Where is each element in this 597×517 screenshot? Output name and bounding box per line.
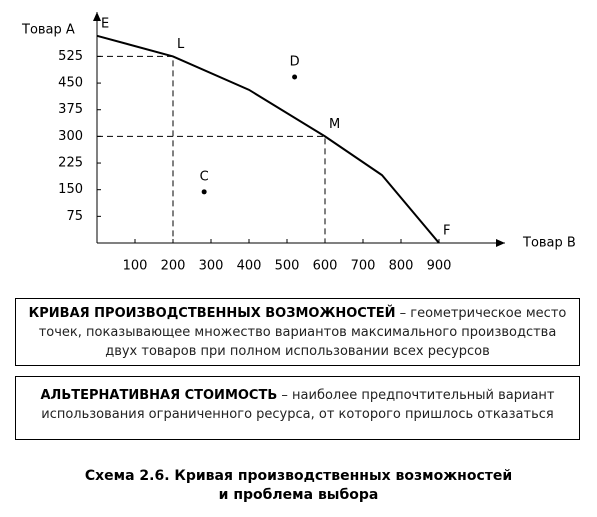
y-tick-label: 300 [58,129,83,144]
point-label: D [290,55,300,70]
point-label: L [177,37,185,52]
guide-line [97,55,174,243]
definition: – геометрическое место точек, показывающ… [38,306,567,359]
y-axis-arrow [93,12,101,21]
x-tick-label: 900 [427,259,452,274]
caption: Схема 2.6. Кривая производственных возмо… [84,468,513,484]
x-tick-label: 300 [199,259,224,274]
ppf-curve [96,34,440,244]
y-tick-label: 225 [58,156,83,171]
y-axis-label: Товар А [21,23,75,38]
definition-box: КРИВАЯ ПРОИЗВОДСТВЕННЫХ ВОЗМОЖНОСТЕЙ – г… [15,298,580,366]
x-tick-label: 800 [389,259,414,274]
point-label: C [200,169,209,184]
y-tick-label: 450 [58,76,83,91]
y-tick-label: 75 [66,209,83,224]
caption: и проблема выбора [218,487,379,503]
point-label: E [101,16,109,31]
term: АЛЬТЕРНАТИВНАЯ СТОИМОСТЬ [40,388,278,403]
x-tick-label: 100 [123,259,148,274]
y-tick-label: 525 [58,49,83,64]
x-tick-label: 200 [161,259,186,274]
x-axis-label: Товар В [522,236,576,251]
x-axis-arrow [496,239,505,247]
guide-line [97,135,326,243]
term: КРИВАЯ ПРОИЗВОДСТВЕННЫХ ВОЗМОЖНОСТЕЙ [28,306,396,321]
y-tick-label: 150 [58,182,83,197]
definition: – наиболее предпочтительный вариант испо… [41,388,555,422]
x-tick-label: 700 [351,259,376,274]
point [292,74,298,80]
point [201,189,207,195]
x-tick-label: 400 [237,259,262,274]
chart: Товар А Товар В 100 200 300 400 500 600 700 800… [21,12,576,274]
definition-box: АЛЬТЕРНАТИВНАЯ СТОИМОСТЬ – наиболее пред… [15,376,580,440]
y-tick-label: 375 [58,102,83,117]
x-tick-label: 500 [275,259,300,274]
x-tick-label: 600 [313,259,338,274]
point-label: F [443,224,450,239]
point-label: M [329,117,340,132]
